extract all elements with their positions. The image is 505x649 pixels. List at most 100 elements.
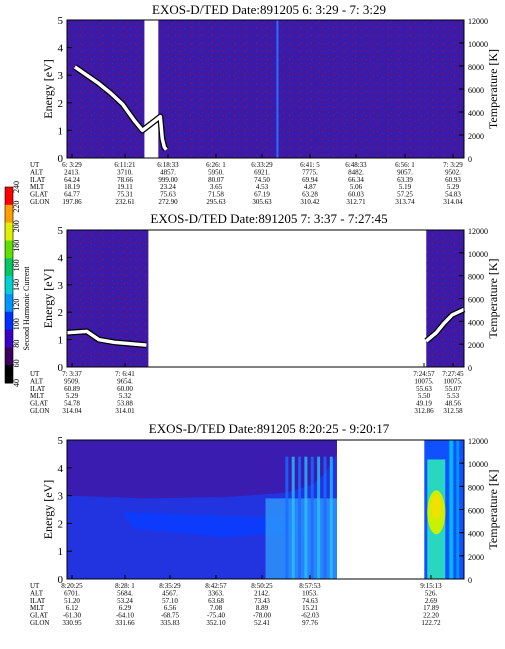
- ephemeris-cell: 66.34: [348, 176, 364, 184]
- ephemeris-cell: 352.10: [206, 619, 226, 627]
- y-tick-label: 0: [58, 153, 64, 165]
- panel-3-ylabel-right: Temperature [K]: [486, 469, 500, 549]
- y-tick-label: 3: [58, 491, 64, 503]
- colorbar-segment: [5, 240, 13, 259]
- ephemeris-cell: 5.53: [447, 392, 460, 400]
- ephemeris-cell: 122.72: [421, 619, 441, 627]
- ephemeris-row-label: GLAT: [30, 612, 49, 620]
- colorbar-tick-label: 40: [12, 379, 21, 387]
- ephemeris-cell: 54.83: [445, 191, 461, 199]
- ephemeris-cell: 17.89: [423, 604, 439, 612]
- ephemeris-row-label: UT: [30, 370, 40, 378]
- ephemeris-row-label: GLON: [30, 198, 49, 206]
- ephemeris-cell: -75.40: [207, 612, 226, 620]
- y-tick-label: 5: [58, 15, 64, 27]
- ephemeris-cell: 63.28: [302, 191, 318, 199]
- panel-3-dense-core: [122, 512, 306, 538]
- ephemeris-row-label: GLAT: [30, 400, 49, 408]
- panel-2-noise-overlay: [426, 230, 464, 367]
- ephemeris-cell: 331.66: [115, 619, 135, 627]
- colorbar: Second Harmonic Current 40 60 80 100 120 140 1…: [4, 181, 31, 387]
- ephemeris-cell: 75.31: [117, 191, 133, 199]
- ephemeris-cell: 2142.: [254, 589, 270, 597]
- panel-2-ylabel: Energy [eV]: [41, 269, 55, 328]
- ephemeris-cell: 4567.: [162, 589, 178, 597]
- y-tick-label: 5: [58, 435, 64, 447]
- ephemeris-cell: 9509.: [64, 377, 80, 385]
- colorbar-segment: [5, 276, 13, 295]
- ephemeris-cell: 8:50:25: [251, 582, 273, 590]
- panel-3-stripe: [323, 456, 327, 579]
- colorbar-tick-label: 240: [12, 181, 21, 193]
- ephemeris-cell: 7: 6:41: [115, 370, 135, 378]
- ephemeris-cell: 2.69: [425, 597, 438, 605]
- ephemeris-cell: 9:15:13: [420, 582, 442, 590]
- y-right-tick-label: 0: [468, 155, 472, 164]
- ephemeris-cell: 60.89: [64, 385, 80, 393]
- ephemeris-cell: 8:28: 1: [115, 582, 135, 590]
- y-tick-label: 1: [58, 546, 64, 558]
- ephemeris-cell: 57.10: [162, 597, 178, 605]
- ephemeris-cell: 312.71: [346, 198, 366, 206]
- ephemeris-cell: 314.01: [115, 407, 135, 415]
- ephemeris-cell: 9057.: [397, 168, 413, 176]
- ephemeris-cell: 5950.: [208, 168, 224, 176]
- panel-1-ylabel: Energy [eV]: [41, 59, 55, 118]
- ephemeris-cell: 1053.: [302, 589, 318, 597]
- y-right-tick-label: 6000: [468, 86, 484, 95]
- ephemeris-cell: 60.03: [348, 191, 364, 199]
- temperature-trace: [73, 65, 168, 151]
- ephemeris-cell: 7.08: [210, 604, 223, 612]
- ephemeris-cell: 97.76: [302, 619, 318, 627]
- ephemeris-cell: 73.43: [254, 597, 270, 605]
- ephemeris-cell: 10075.: [414, 377, 434, 385]
- panel-1-noise-overlay: [67, 20, 464, 158]
- ephemeris-cell: -78.00: [253, 612, 272, 620]
- ephemeris-row-label: GLAT: [30, 191, 49, 199]
- ephemeris-cell: 78.66: [117, 176, 133, 184]
- ephemeris-cell: 74.63: [302, 597, 318, 605]
- colorbar-tick-label: 140: [12, 279, 21, 291]
- y-right-tick-label: 8000: [468, 483, 484, 492]
- panel-3-stripe: [285, 456, 289, 579]
- ephemeris-row-label: MLT: [30, 183, 45, 191]
- panel-2-heatmap: EXOS-D/TED Date:891205 7: 3:37 - 7:27:45…: [30, 211, 500, 415]
- ephemeris-row-label: UT: [30, 161, 40, 169]
- ephemeris-cell: 74.50: [254, 176, 270, 184]
- y-right-tick-label: 12000: [468, 17, 488, 26]
- colorbar-segment: [5, 222, 13, 241]
- ephemeris-cell: 312.86: [414, 407, 434, 415]
- ephemeris-cell: 18.19: [64, 183, 80, 191]
- ephemeris-cell: 6.29: [119, 604, 132, 612]
- ephemeris-cell: 314.04: [443, 198, 463, 206]
- panel-2-plot-area: [66, 230, 466, 367]
- ephemeris-cell: 6.12: [66, 604, 79, 612]
- y-right-tick-label: 6000: [468, 507, 484, 516]
- ephemeris-cell: 3710.: [117, 168, 133, 176]
- panel-2-ylabel-right: Temperature [K]: [486, 258, 500, 338]
- ephemeris-cell: 2413.: [64, 168, 80, 176]
- ephemeris-cell: 55.07: [445, 385, 461, 393]
- panel-3-stripe: [298, 456, 302, 579]
- ephemeris-row-label: MLT: [30, 392, 45, 400]
- ephemeris-cell: 53.24: [117, 597, 133, 605]
- temperature-trace: [425, 307, 465, 343]
- ephemeris-cell: 64.24: [64, 176, 80, 184]
- ephemeris-cell: 5.50: [418, 392, 431, 400]
- ephemeris-cell: -62.03: [301, 612, 320, 620]
- ephemeris-cell: 49.19: [416, 400, 432, 408]
- y-right-tick-label: 12000: [468, 227, 488, 236]
- ephemeris-cell: 3363.: [208, 589, 224, 597]
- panel-3-segment-2-core: [431, 494, 442, 519]
- ephemeris-cell: 4.53: [256, 183, 269, 191]
- ephemeris-cell: 22.20: [423, 612, 439, 620]
- panel-1-plot-area: [67, 20, 464, 158]
- ephemeris-cell: 6:41: 5: [300, 161, 320, 169]
- ephemeris-cell: 64.77: [64, 191, 80, 199]
- ephemeris-cell: 15.21: [302, 604, 318, 612]
- ephemeris-cell: 75.63: [160, 191, 176, 199]
- colorbar-tick-label: 200: [12, 220, 21, 232]
